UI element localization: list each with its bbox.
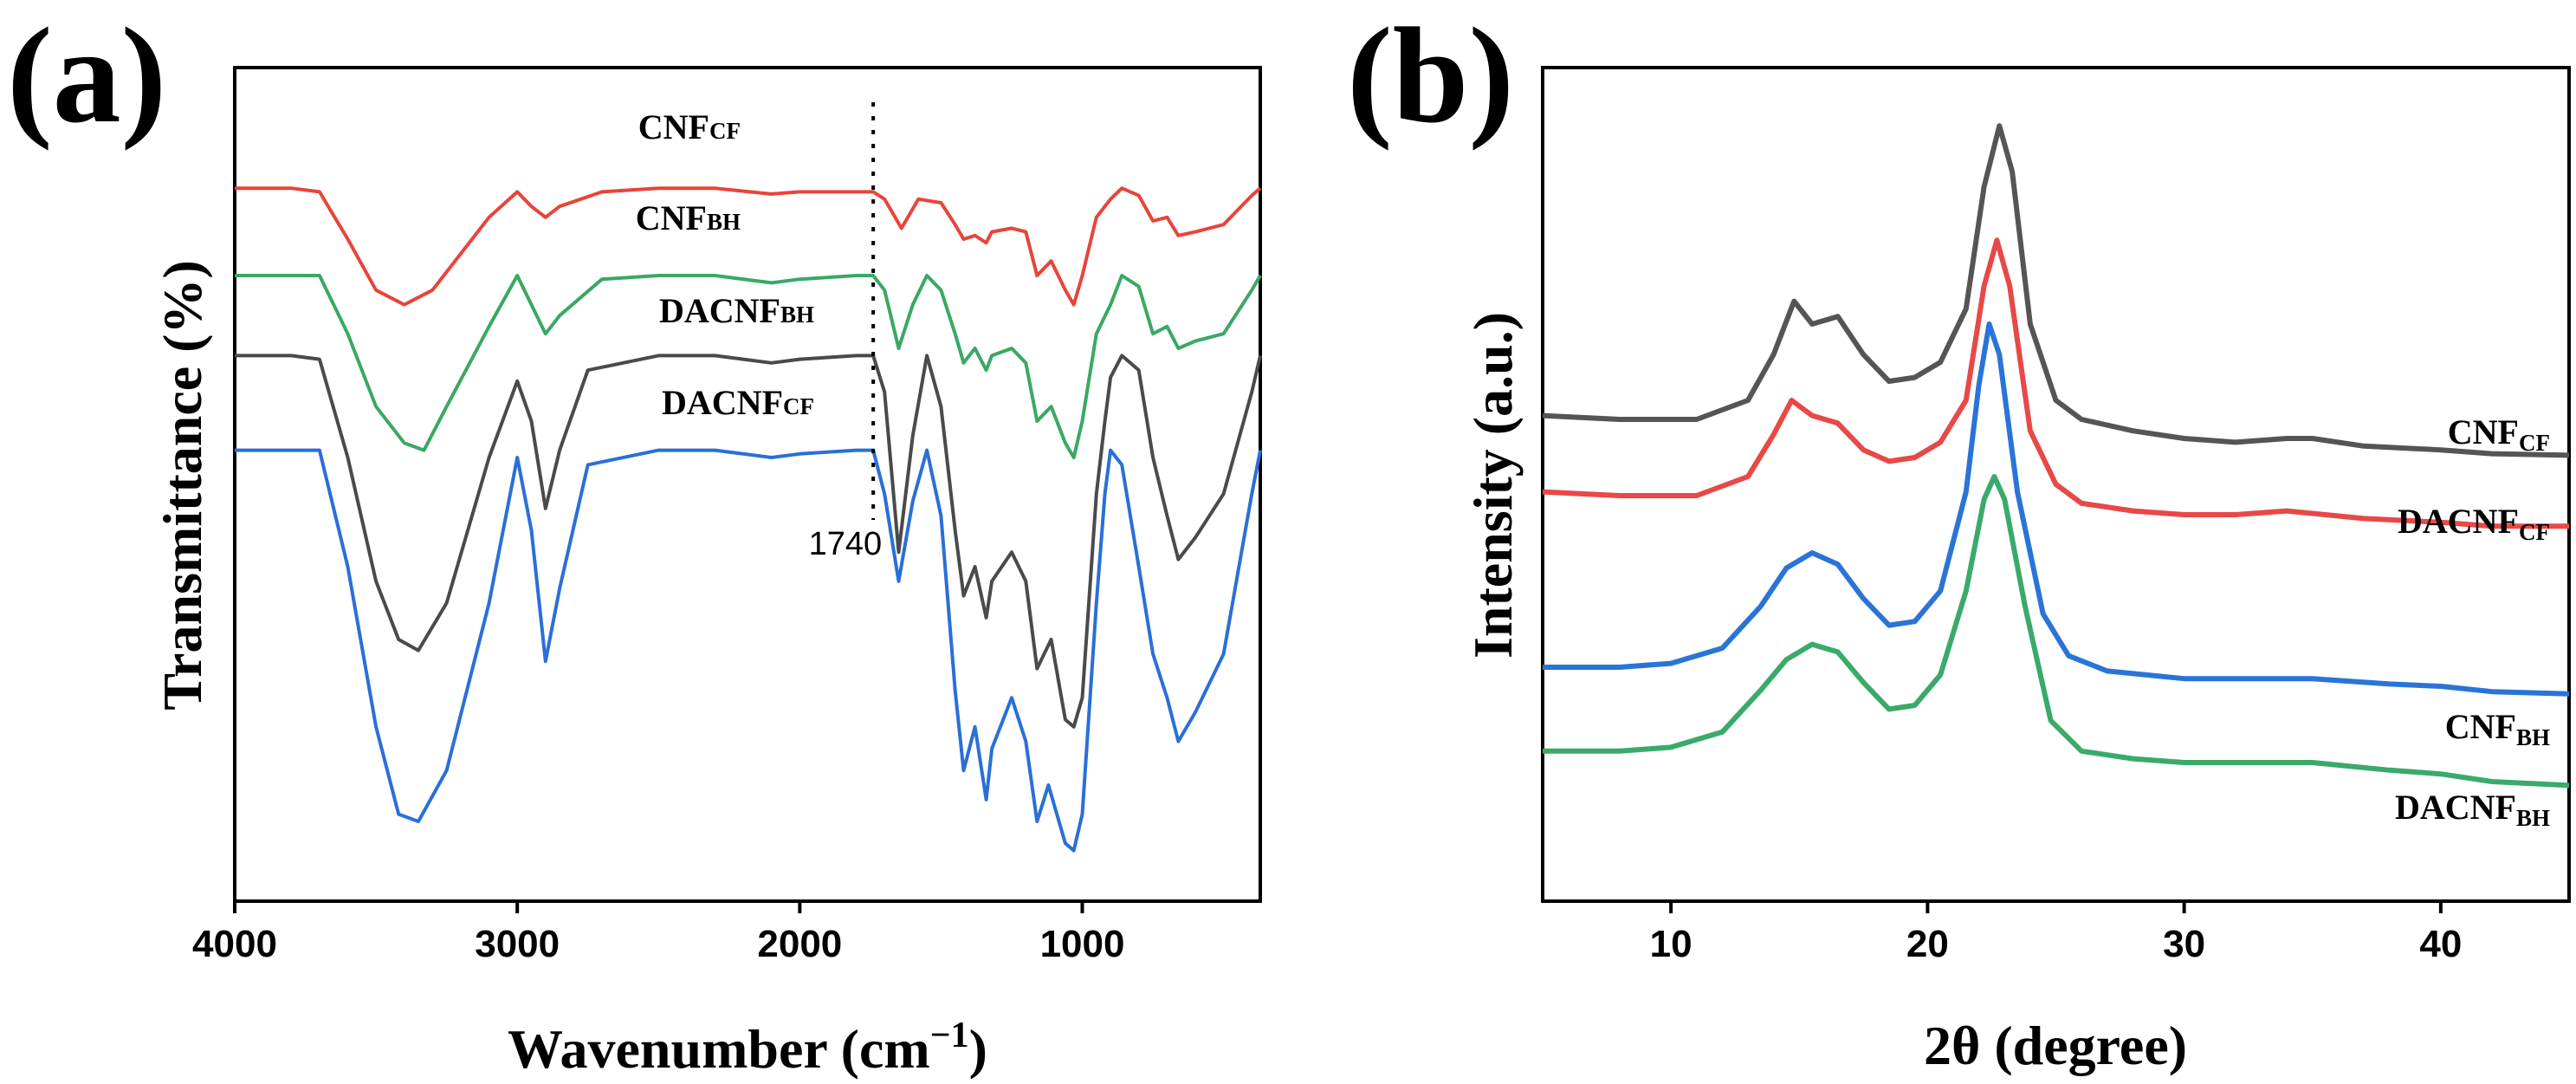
series-line-cnf-cf [1542, 123, 2570, 458]
x-tick-label: 20 [1906, 923, 1949, 965]
panel-b-series-labels: CNFCF DACNFCF CNFBH DACNFBH [2395, 412, 2550, 831]
series-label-dacnf-bh: DACNFBH [659, 291, 814, 330]
series-label-cnf-bh: CNFBH [636, 198, 741, 237]
series-label-cnf-cf: CNFCF [638, 107, 741, 146]
panel-b-curves [1542, 123, 2570, 789]
panel-a-x-axis-title: Wavenumber (cm−1) [508, 1016, 987, 1080]
panel-a-series-labels: CNFCF CNFBH DACNFBH DACNFCF [636, 107, 814, 422]
panel-a-y-axis-title: Transmittance (%) [152, 260, 213, 711]
series-line-dacnf-bh [1543, 474, 2570, 789]
panel-b-x-axis-title: 2θ (degree) [1924, 1015, 2187, 1076]
x-tick-label: 30 [2163, 923, 2205, 965]
panel-a-ftir-chart: (a) 4000 3000 2000 1000 1740 CNFCF CNFBH DACN… [7, 0, 1262, 1080]
series-line-cnf-cf [235, 186, 1262, 307]
panel-b-xrd-chart: (b) 10 20 30 40 CNFCF DACNFCF CNFBH DACNFBH 2θ… [1347, 0, 2571, 1076]
x-tick-label: 2000 [757, 923, 842, 965]
x-tick-label: 3000 [475, 923, 560, 965]
x-tick-label: 10 [1650, 923, 1693, 965]
x-tick-label: 4000 [192, 923, 277, 965]
peak-1740-label: 1740 [809, 526, 883, 562]
x-tick-label: 1000 [1040, 923, 1125, 965]
series-label-cnf-bh: CNFBH [2445, 707, 2550, 750]
series-line-cnf-bh [235, 274, 1262, 459]
panel-b-label: (b) [1347, 0, 1514, 152]
series-line-dacnf-bh [235, 354, 1262, 729]
series-label-dacnf-cf: DACNFCF [2398, 502, 2550, 545]
x-tick-label: 40 [2419, 923, 2462, 965]
panel-b-y-axis-title: Intensity (a.u.) [1462, 312, 1524, 659]
panel-a-x-ticks: 4000 3000 2000 1000 [192, 901, 1124, 965]
panel-b-plot-frame [1541, 66, 2571, 903]
series-line-dacnf-cf [235, 448, 1262, 853]
panel-a-label: (a) [7, 0, 166, 152]
panel-b-x-ticks: 10 20 30 40 [1650, 901, 2462, 965]
series-label-cnf-cf: CNFCF [2448, 412, 2550, 456]
panel-a-curves [235, 186, 1262, 853]
series-line-dacnf-cf [1542, 237, 2569, 529]
series-line-cnf-bh [1543, 321, 2570, 697]
series-label-dacnf-cf: DACNFCF [662, 383, 814, 422]
series-label-dacnf-bh: DACNFBH [2395, 788, 2550, 831]
panel-a-plot-frame [233, 66, 1262, 903]
